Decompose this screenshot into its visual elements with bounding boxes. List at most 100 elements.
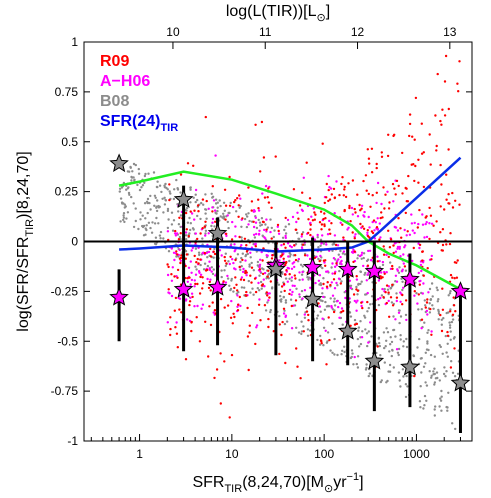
- scatter-point: [301, 270, 304, 274]
- scatter-point: [240, 276, 244, 279]
- star-marker: [337, 321, 358, 340]
- scatter-point: [388, 315, 391, 318]
- scatter-point: [378, 259, 381, 263]
- scatter-point: [337, 258, 340, 261]
- scatter-point: [328, 186, 331, 189]
- scatter-point: [364, 174, 368, 177]
- scatter-point: [370, 147, 374, 150]
- scatter-point: [448, 321, 451, 324]
- scatter-point: [423, 299, 426, 302]
- scatter-point: [376, 255, 379, 258]
- scatter-point: [377, 298, 380, 301]
- scatter-point: [388, 350, 391, 353]
- scatter-point: [262, 268, 265, 271]
- scatter-point: [141, 184, 145, 187]
- scatter-point: [332, 278, 336, 281]
- scatter-point: [333, 265, 337, 268]
- scatter-point: [398, 247, 401, 250]
- x-tick-label: 1: [136, 447, 143, 461]
- scatter-point: [165, 186, 168, 190]
- scatter-point: [265, 218, 268, 221]
- scatter-point: [348, 204, 351, 208]
- scatter-point: [404, 269, 408, 272]
- scatter-point: [269, 308, 272, 312]
- scatter-point: [348, 279, 352, 282]
- scatter-point: [278, 352, 281, 356]
- scatter-point: [190, 271, 193, 274]
- scatter-point: [270, 257, 274, 260]
- scatter-point: [255, 226, 259, 230]
- scatter-point: [437, 318, 440, 321]
- scatter-point: [153, 194, 157, 197]
- scatter-point: [280, 333, 283, 337]
- scatter-point: [267, 187, 270, 190]
- scatter-point: [254, 290, 258, 294]
- scatter-point: [174, 234, 178, 237]
- scatter-point: [285, 320, 289, 323]
- scatter-point: [366, 231, 369, 234]
- scatter-point: [308, 197, 312, 200]
- scatter-point: [425, 235, 429, 239]
- scatter-point: [201, 282, 205, 285]
- scatter-point: [219, 402, 222, 405]
- scatter-point: [287, 255, 290, 258]
- top-axis-title: log(L(TIR))[L⊙]: [226, 3, 330, 24]
- scatter-point: [194, 193, 197, 196]
- scatter-point: [184, 234, 188, 237]
- scatter-point: [383, 287, 386, 291]
- scatter-point: [355, 288, 358, 291]
- scatter-point: [298, 271, 301, 274]
- scatter-point: [295, 287, 298, 290]
- scatter-point: [368, 162, 371, 165]
- scatter-point: [302, 243, 305, 246]
- scatter-point: [209, 278, 212, 281]
- scatter-point: [167, 218, 170, 221]
- scatter-point: [219, 204, 222, 208]
- scatter-point: [336, 353, 339, 357]
- scatter-point: [128, 170, 131, 173]
- scatter-point: [353, 250, 356, 253]
- scatter-point: [137, 227, 140, 231]
- scatter-point: [430, 330, 433, 333]
- scatter-point: [309, 228, 312, 231]
- scatter-point: [319, 244, 322, 247]
- scatter-point: [449, 308, 452, 311]
- scatter-point: [185, 209, 188, 212]
- scatter-point: [399, 300, 402, 303]
- scatter-point: [330, 193, 333, 196]
- scatter-point: [283, 309, 286, 312]
- scatter-point: [316, 233, 319, 237]
- scatter-point: [160, 190, 163, 194]
- scatter-point: [356, 193, 359, 196]
- scatter-point: [266, 275, 269, 278]
- scatter-point: [436, 288, 439, 292]
- scatter-point: [200, 201, 203, 205]
- star-marker: [400, 269, 420, 288]
- scatter-point: [436, 300, 439, 303]
- scatter-point: [454, 199, 457, 202]
- scatter-point: [394, 226, 398, 229]
- scatter-point: [223, 255, 226, 259]
- scatter-point: [234, 225, 237, 228]
- scatter-point: [399, 385, 402, 388]
- scatter-point: [282, 312, 286, 315]
- scatter-point: [389, 238, 393, 241]
- scatter-point: [384, 193, 387, 196]
- scatter-point: [450, 320, 454, 324]
- scatter-point: [290, 276, 294, 279]
- scatter-point: [307, 218, 310, 221]
- scatter-point: [441, 308, 445, 311]
- scatter-point: [306, 276, 309, 279]
- scatter-point: [368, 226, 371, 229]
- scatter-point: [309, 329, 312, 332]
- scatter-point: [401, 280, 404, 283]
- scatter-point: [229, 287, 233, 291]
- scatter-point: [338, 193, 341, 197]
- scatter-point: [173, 232, 177, 235]
- scatter-point: [233, 243, 236, 246]
- scatter-point: [208, 280, 211, 284]
- scatter-point: [326, 281, 329, 284]
- scatter-point: [274, 155, 277, 158]
- scatter-point: [338, 269, 341, 273]
- scatter-point: [421, 213, 424, 216]
